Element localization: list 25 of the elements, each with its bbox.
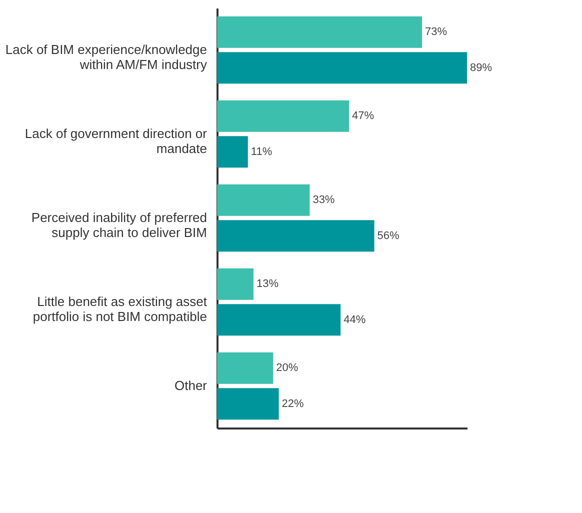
bar bbox=[217, 352, 274, 384]
y-tick-label: Lack of government direction or mandate bbox=[24, 126, 208, 156]
bar bbox=[217, 52, 467, 84]
bar bbox=[217, 100, 350, 132]
y-tick-label: Lack of BIM experience/knowledge within AM/FM industry bbox=[5, 42, 208, 72]
data-label: 89% bbox=[470, 62, 492, 74]
bar bbox=[217, 184, 310, 216]
data-label: 13% bbox=[256, 278, 279, 290]
data-label: 47% bbox=[352, 110, 374, 122]
bar bbox=[217, 304, 341, 336]
data-label: 11% bbox=[250, 146, 272, 158]
y-tick-label: Other bbox=[174, 378, 208, 393]
bar bbox=[217, 136, 248, 168]
data-label: 56% bbox=[377, 230, 400, 242]
bar bbox=[217, 220, 374, 252]
data-label: 33% bbox=[312, 194, 335, 206]
data-label: 44% bbox=[344, 314, 366, 326]
bar bbox=[217, 16, 422, 48]
data-label: 20% bbox=[276, 362, 298, 374]
y-tick-label: Perceived inability of preferred supply chain to deliver BIM bbox=[31, 210, 207, 240]
data-label: 22% bbox=[282, 398, 304, 410]
y-tick-label: Little benefit as existing asset portfolio is not BIM compatible bbox=[32, 294, 208, 324]
data-label: 73% bbox=[425, 26, 448, 38]
bar bbox=[217, 388, 279, 420]
bar bbox=[217, 268, 254, 300]
